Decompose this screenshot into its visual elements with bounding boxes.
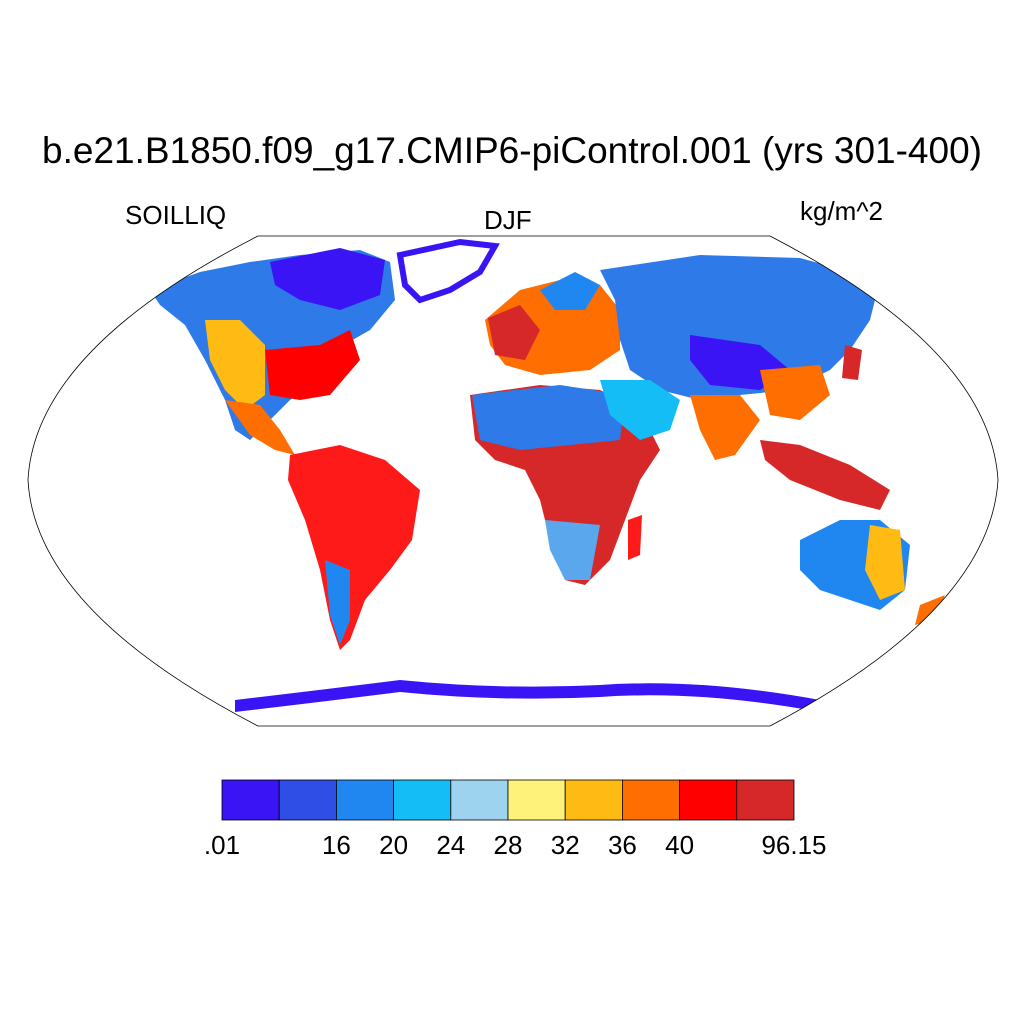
figure-title: b.e21.B1850.f09_g17.CMIP6-piControl.001 …	[42, 130, 982, 171]
japan-region	[842, 345, 862, 380]
colorbar-boxes	[221, 779, 795, 821]
southern-africa-region	[545, 520, 600, 580]
madagascar-region	[628, 515, 642, 560]
scandinavia-region	[540, 272, 600, 310]
us-east-region	[265, 330, 360, 400]
europe-west-region	[488, 305, 540, 360]
colorbar-box-5	[507, 779, 566, 821]
colorbar-tick-label: 16	[322, 830, 351, 860]
sahara-region	[472, 385, 625, 450]
colorbar-tick-label: 28	[494, 830, 523, 860]
india-region	[690, 395, 760, 460]
colorbar-tick-label: 96.15	[761, 830, 826, 860]
colorbar-labels: .01 16 20 24 28 32 36 40 96.15	[204, 830, 827, 860]
colorbar-box-8	[679, 779, 738, 821]
colorbar-tick-label: 36	[608, 830, 637, 860]
us-west-region	[205, 320, 265, 410]
southeast-asia-region	[760, 440, 890, 510]
colorbar-tick-label: 20	[379, 830, 408, 860]
colorbar-box-7	[622, 779, 681, 821]
middle-east-region	[600, 380, 680, 440]
south-america-region	[288, 445, 420, 650]
mexico-region	[225, 400, 295, 455]
australia-east-region	[865, 525, 905, 600]
colorbar-box-2	[335, 779, 394, 821]
colorbar-box-1	[278, 779, 337, 821]
colorbar-box-9	[736, 779, 795, 821]
canada-arctic-region	[270, 248, 385, 310]
greenland-region	[396, 238, 500, 304]
colorbar-tick-label: 40	[665, 830, 694, 860]
colorbar-box-0	[221, 779, 280, 821]
new-zealand-region	[915, 595, 945, 625]
variable-label: SOILLIQ	[125, 200, 227, 230]
asia-region	[600, 255, 880, 400]
colorbar-tick-label: 24	[436, 830, 465, 860]
units-label: kg/m^2	[800, 196, 884, 226]
antarctica-coast	[235, 680, 820, 712]
colorbar-box-6	[564, 779, 623, 821]
patagonia-region	[325, 560, 350, 645]
colorbar-tick-label: .01	[204, 830, 240, 860]
colorbar-box-3	[393, 779, 452, 821]
season-label: DJF	[484, 205, 532, 235]
map-boundary	[27, 235, 999, 727]
colorbar-tick-label: 32	[551, 830, 580, 860]
east-asia-region	[760, 365, 830, 420]
colorbar-box-4	[450, 779, 509, 821]
